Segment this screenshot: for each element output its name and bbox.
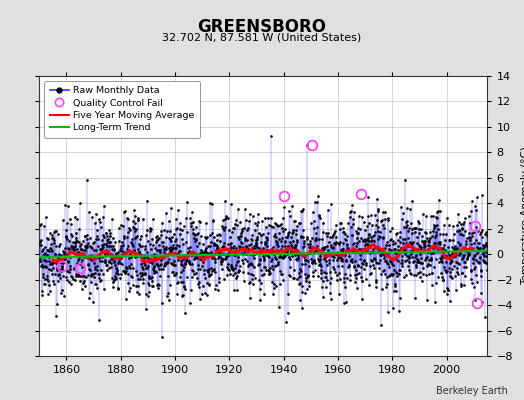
Text: Berkeley Earth: Berkeley Earth bbox=[436, 386, 508, 396]
Text: 32.702 N, 87.581 W (United States): 32.702 N, 87.581 W (United States) bbox=[162, 32, 362, 42]
Y-axis label: Temperature Anomaly (°C): Temperature Anomaly (°C) bbox=[521, 146, 524, 286]
Legend: Raw Monthly Data, Quality Control Fail, Five Year Moving Average, Long-Term Tren: Raw Monthly Data, Quality Control Fail, … bbox=[44, 81, 200, 138]
Text: GREENSBORO: GREENSBORO bbox=[198, 18, 326, 36]
